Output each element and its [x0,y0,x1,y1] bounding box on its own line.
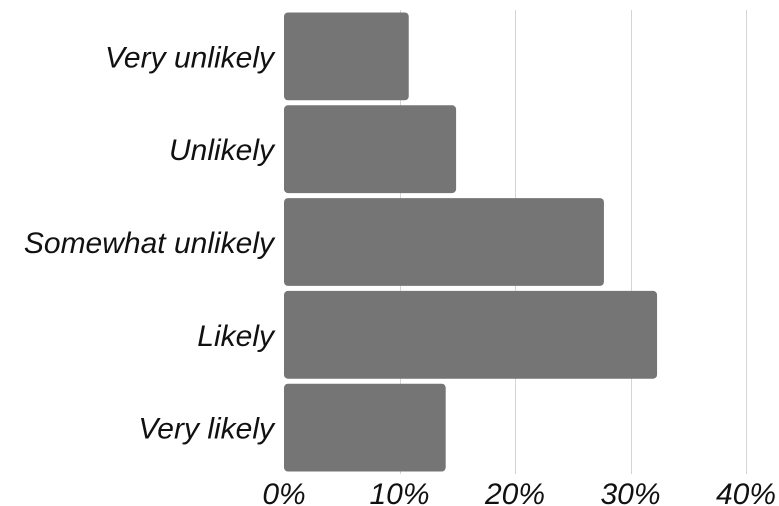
x-tick-label-0pct: 0% [262,478,305,506]
category-label-very-likely: Very likely [138,413,276,446]
x-tick-label-20pct: 20% [484,478,545,506]
category-label-very-unlikely: Very unlikely [105,41,276,74]
bar-very-unlikely [284,12,409,101]
category-labels: Very unlikely Unlikely Somewhat unlikely Li… [24,41,276,445]
category-label-unlikely: Unlikely [169,134,276,167]
bars [284,12,658,472]
bar-somewhat-unlikely [284,198,604,286]
x-tick-label-10pct: 10% [369,478,429,506]
bar-very-likely [284,383,446,472]
bar-unlikely [284,105,457,194]
category-label-somewhat-unlikely: Somewhat unlikely [24,227,276,260]
x-tick-label-30pct: 30% [600,478,660,506]
x-tick-label-40pct: 40% [716,478,776,506]
x-axis-tick-labels: 0% 10% 20% 30% 40% [262,478,776,506]
bar-likely [284,290,658,379]
category-label-likely: Likely [197,320,276,353]
